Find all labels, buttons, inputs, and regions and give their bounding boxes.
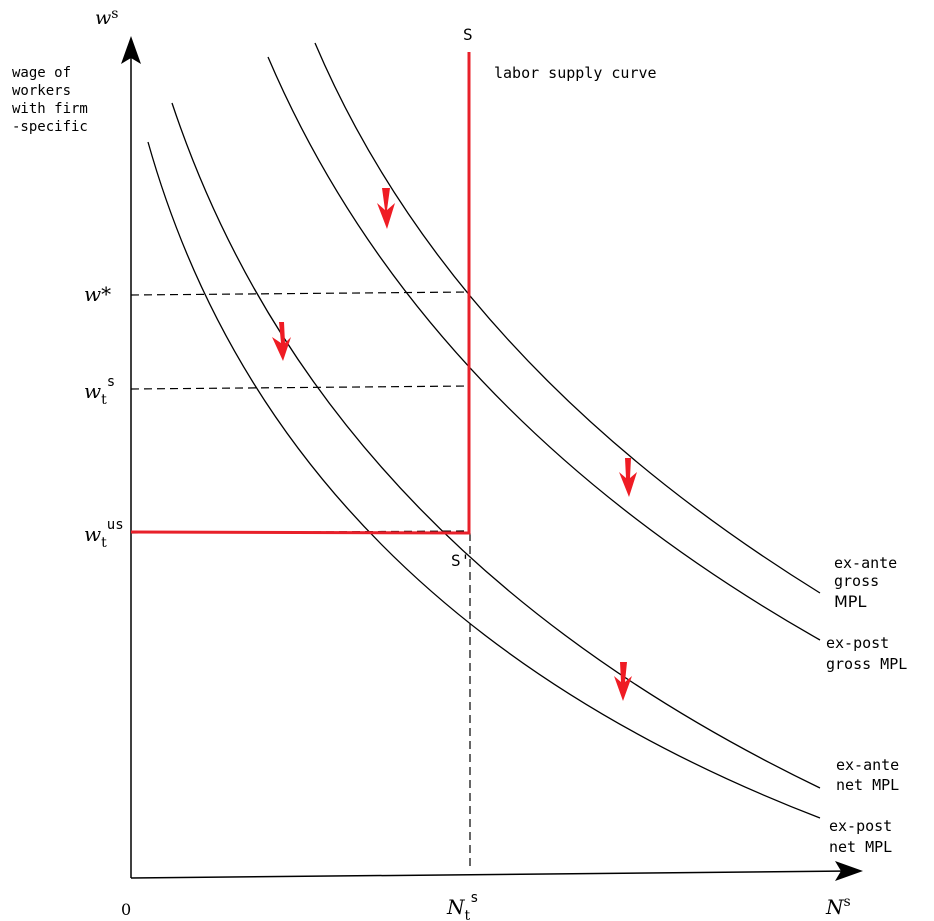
y-desc-line-1: wage of [12,65,71,81]
ex-post-net-line-2: net MPL [829,838,892,856]
wtus-sup: us [107,517,124,533]
curve-labels: ex-ante gross MPL ex-post gross MPL ex-a… [826,554,907,856]
y-desc-line-3: with firm [12,101,88,117]
ex-ante-gross-line-3: MPL [834,592,866,611]
y-axis-description: wage of workers with firm -specific [12,65,88,135]
ex-post-net-mpl-curve [147,141,821,819]
wts-sup: s [107,374,115,390]
supply-label-top: S [463,25,473,44]
down-arrow-3 [619,458,637,497]
x-axis-arrowhead [835,861,863,881]
ex-ante-gross-line-1: ex-ante [834,554,897,572]
wts-sub: t [101,392,107,408]
x-axis-line [130,870,851,879]
y-axis-label: ws [95,6,118,29]
w-star-label: w* [84,282,111,306]
ex-ante-gross-mpl-curve [314,42,821,594]
origin-label: 0 [121,900,131,919]
y-axis-arrowhead [121,36,141,64]
y-desc-line-2: workers [12,83,71,99]
axes [130,50,851,879]
y-desc-line-4: -specific [12,119,88,135]
ex-ante-gross-line-2: gross [834,572,879,590]
shift-arrows [272,188,637,701]
supply-curve-label: labor supply curve [494,64,657,82]
supply-path [130,52,471,535]
mpl-curves [147,42,821,819]
ex-post-net-line-1: ex-post [829,817,892,835]
down-arrow-4 [614,662,632,701]
labor-supply-curve [130,52,471,535]
ex-post-gross-line-1: ex-post [826,634,889,652]
nts-sup: s [470,890,478,906]
ex-ante-net-mpl-curve [171,102,821,789]
nts-label: Nts [446,890,479,921]
nts-sub: t [465,908,471,921]
down-arrow-2 [272,322,291,361]
wts-label: wts [84,374,115,408]
wts-guide [130,385,471,390]
w-star-guide [130,291,471,296]
down-arrow-1 [377,188,395,229]
x-axis-label: Ns [825,894,851,919]
ex-ante-net-line-1: ex-ante [836,756,899,774]
ex-post-gross-mpl-curve [267,56,821,641]
supply-label-bottom: S' [451,551,470,570]
wtus-label: wtus [84,517,124,551]
y-axis-label-sup: s [111,6,118,22]
x-axis-label-sup: s [844,894,851,910]
ex-post-gross-line-2: gross MPL [826,655,907,673]
wtus-sub: t [101,535,107,551]
ex-ante-net-line-2: net MPL [836,776,899,794]
